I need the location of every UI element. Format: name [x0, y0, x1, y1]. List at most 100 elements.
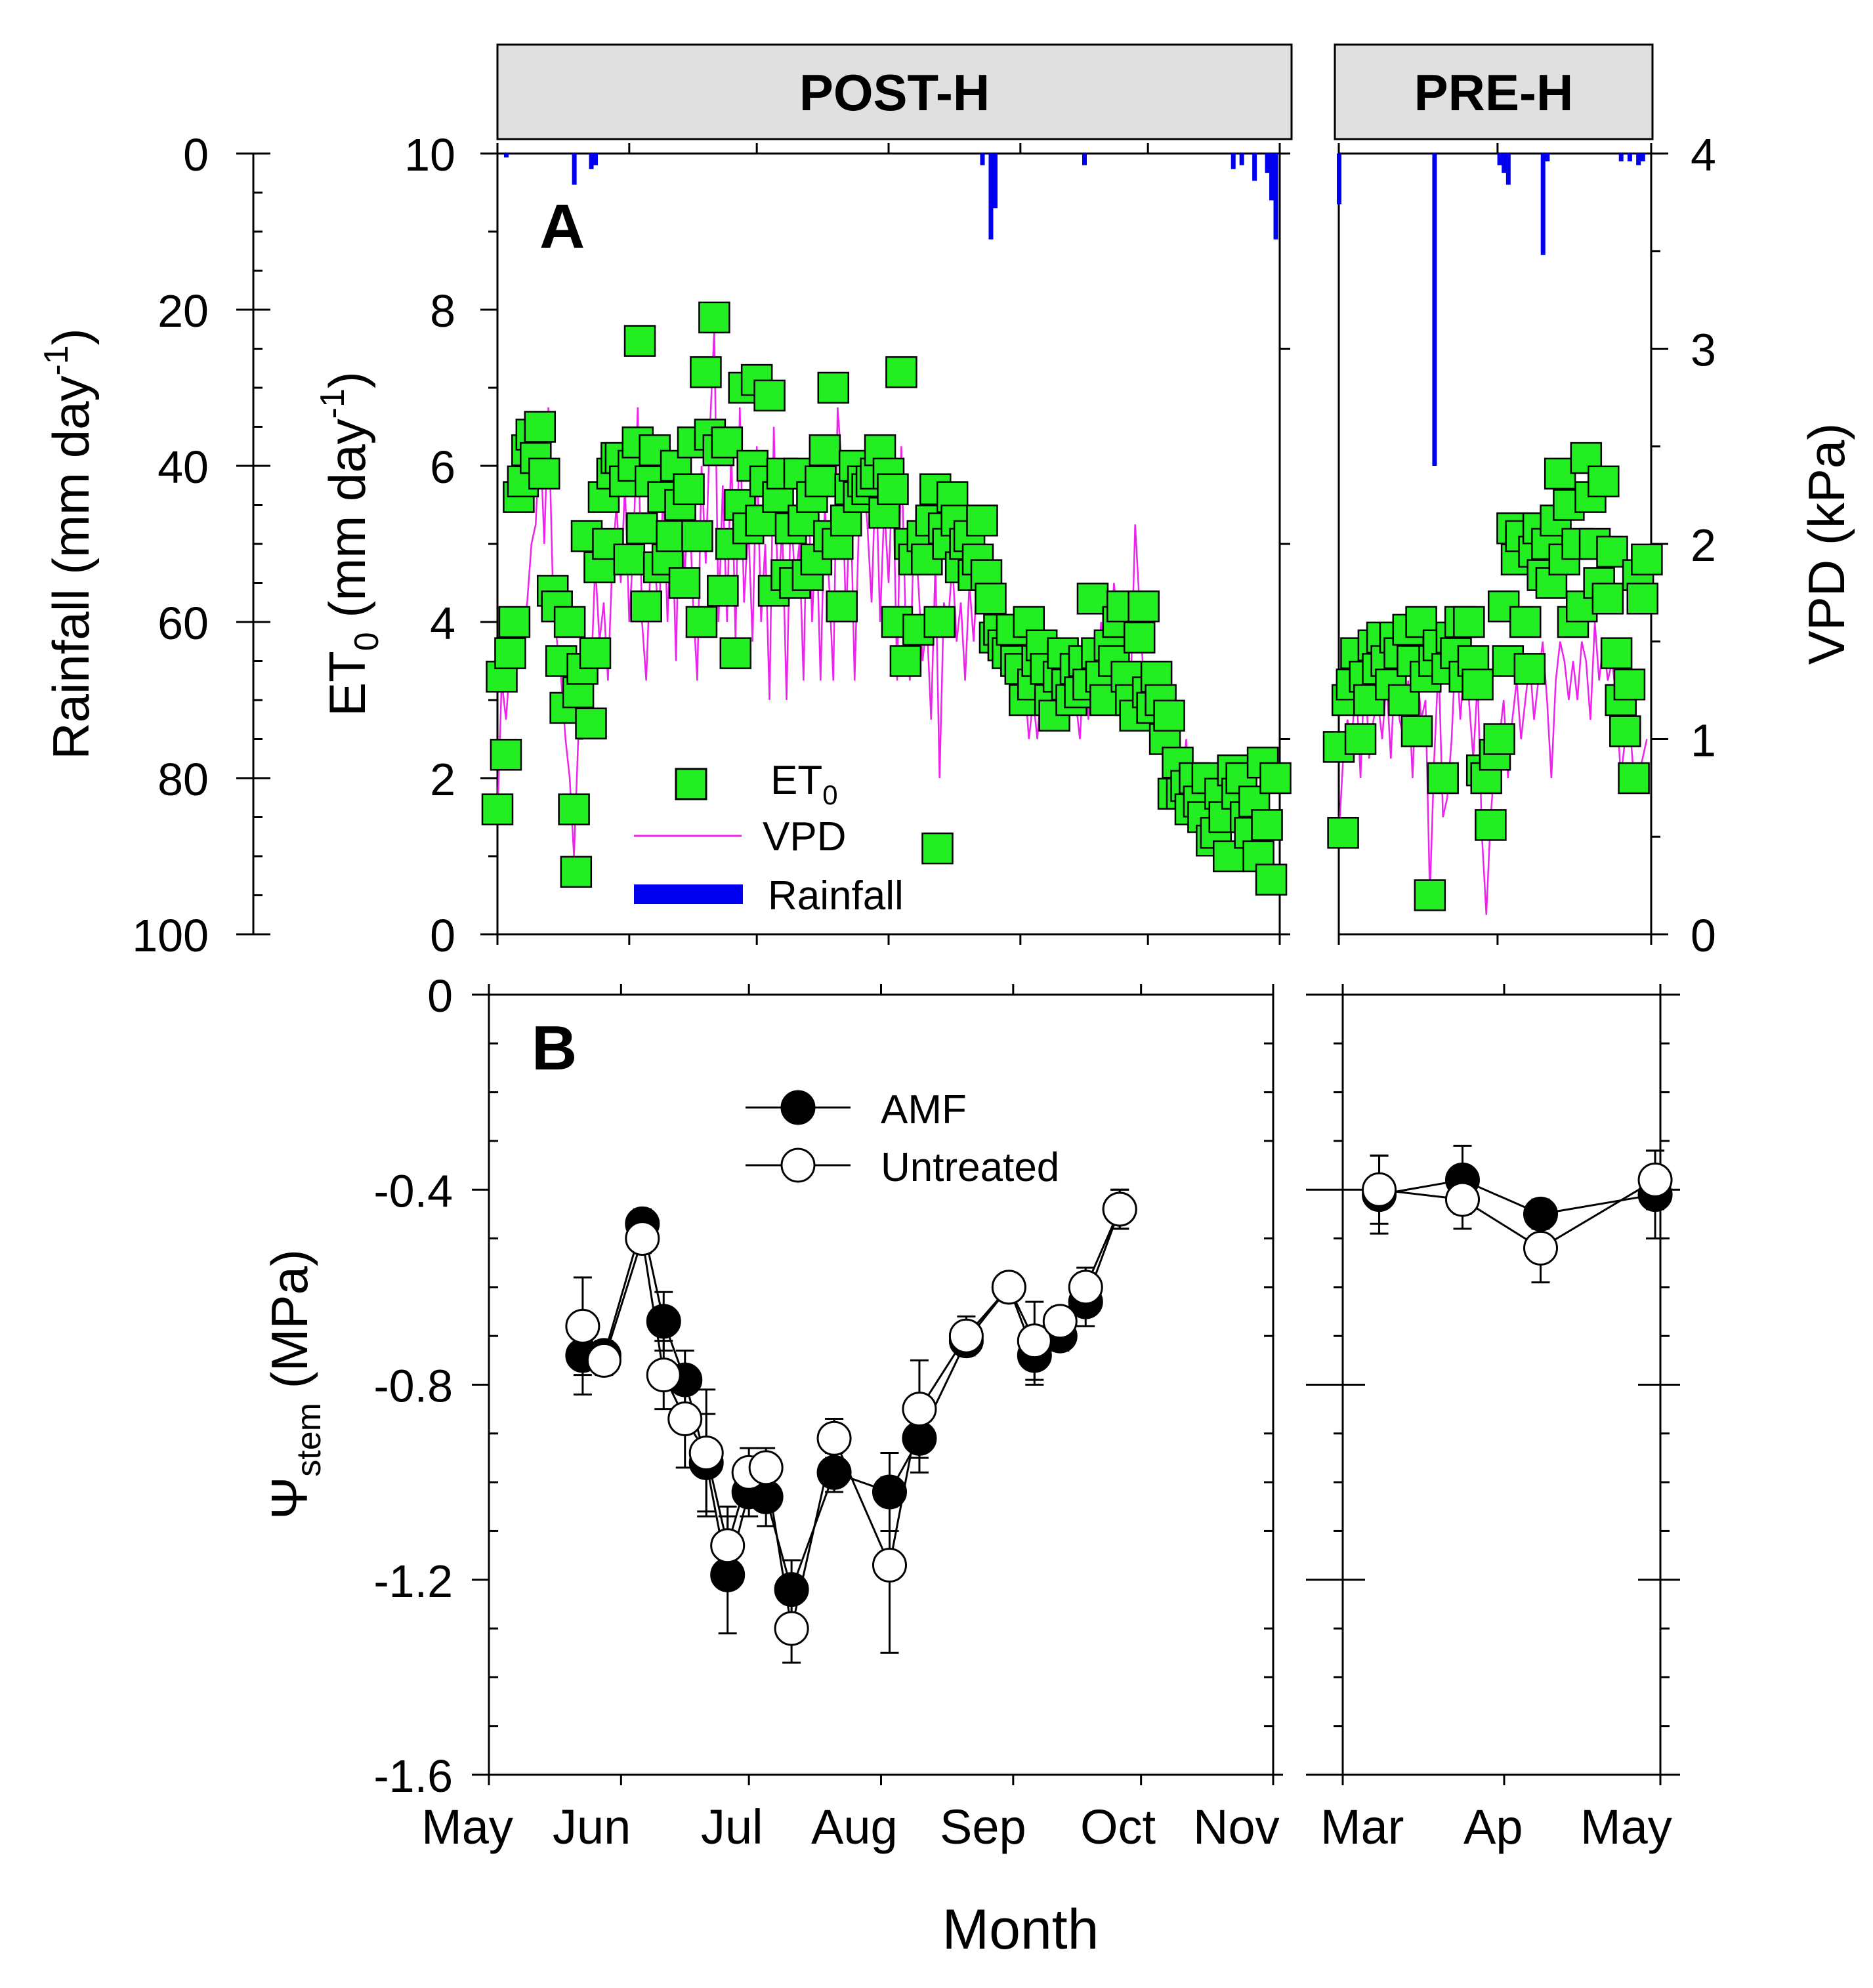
header-post-h: POST-H	[496, 43, 1293, 140]
et0-markers	[481, 301, 1663, 911]
rainfall-bar	[1082, 154, 1087, 165]
rainfall-bar	[1497, 154, 1502, 165]
x-axis-title: Month	[942, 1898, 1099, 1961]
et0-point	[626, 512, 658, 545]
et0-point	[966, 505, 998, 537]
et0-point	[1609, 715, 1641, 747]
et0-point	[1631, 543, 1663, 576]
untreated-line	[581, 1209, 1121, 1629]
rainfall-bar	[1540, 154, 1546, 255]
rainfall-bar	[1627, 154, 1632, 161]
et0-point	[668, 567, 701, 599]
et0-point	[1127, 590, 1160, 623]
et0-point	[481, 793, 514, 825]
et0-point	[1596, 535, 1628, 568]
et0-point	[1591, 583, 1624, 615]
panel-a-label: A	[539, 192, 585, 262]
rainfall-bar	[1337, 154, 1341, 205]
et0-point	[685, 606, 718, 638]
rainfall-bar	[992, 154, 998, 209]
amf-point	[774, 1572, 809, 1607]
et0-point	[1570, 442, 1603, 474]
untreated-point	[688, 1436, 724, 1471]
legend-amf-label: AMF	[881, 1087, 967, 1132]
et0-axis-title: ET0 (mm day-1)	[314, 371, 386, 716]
et0-point	[1509, 606, 1542, 638]
amf-line	[1379, 1178, 1656, 1215]
untreated-point	[948, 1318, 984, 1354]
untreated-point	[1362, 1172, 1397, 1207]
et0-point	[1255, 863, 1288, 896]
amf-point	[710, 1557, 746, 1592]
legend-et0-swatch	[675, 768, 707, 800]
et0-point	[528, 457, 560, 490]
et0-point	[1475, 809, 1507, 841]
et0-point	[826, 590, 858, 623]
et0-point	[1462, 668, 1494, 701]
vpd-tick-label: 0	[1691, 910, 1716, 961]
rainfall-bars	[503, 154, 1645, 466]
psi-stem-series	[565, 1144, 1673, 1664]
et0-point	[753, 379, 786, 412]
et0-point	[817, 371, 850, 404]
rainfall-bar	[503, 154, 509, 157]
rainfall-bar	[1505, 154, 1511, 185]
untreated-point	[1444, 1182, 1480, 1217]
amf-point	[902, 1420, 937, 1456]
untreated-point	[991, 1270, 1026, 1305]
et0-point	[1414, 879, 1446, 911]
et0-tick-label: 0	[430, 910, 455, 961]
pre-month-label-ap: Ap	[1463, 1800, 1523, 1854]
amf-point	[1523, 1196, 1559, 1232]
psi-tick-label: -0.4	[373, 1165, 453, 1216]
untreated-point	[1068, 1270, 1103, 1305]
untreated-point	[646, 1357, 681, 1393]
et0-point	[524, 411, 557, 443]
pre-month-label-may: May	[1580, 1800, 1672, 1854]
panel-b-legend: AMF Untreated	[746, 1087, 1059, 1190]
untreated-point	[625, 1221, 660, 1256]
untreated-point	[748, 1450, 784, 1485]
untreated-point	[1523, 1230, 1559, 1266]
legend-amf-marker	[780, 1090, 816, 1125]
et0-point	[877, 473, 909, 505]
rainfall-bar	[1265, 154, 1270, 173]
rainfall-bar	[1252, 154, 1257, 181]
psi-tick-label: -1.2	[373, 1556, 453, 1607]
vpd-tick-label: 1	[1691, 715, 1716, 766]
et0-tick-label: 2	[430, 754, 455, 805]
vpd-tick-label: 2	[1691, 520, 1716, 571]
et0-point	[575, 707, 607, 739]
et0-point	[1618, 762, 1650, 795]
untreated-line	[1379, 1179, 1656, 1250]
et0-point	[809, 434, 841, 466]
rain-tick-label: 40	[158, 442, 209, 493]
et0-tick-label: 4	[430, 598, 455, 649]
et0-point	[1513, 653, 1546, 685]
rainfall-bar	[988, 154, 994, 239]
rain-tick-label: 20	[158, 285, 209, 337]
untreated-point	[710, 1528, 746, 1563]
psi-tick-label: -1.6	[373, 1750, 453, 1802]
et0-point	[558, 793, 590, 825]
et0-point	[719, 637, 752, 669]
rainfall-bar	[1432, 154, 1437, 466]
et0-point	[1400, 715, 1433, 747]
et0-point	[1613, 668, 1646, 701]
untreated-point	[872, 1547, 907, 1583]
legend-et0-label: ET0	[770, 758, 838, 810]
et0-point	[623, 325, 656, 357]
header-pre-h-label: PRE-H	[1414, 64, 1574, 121]
month-label-aug: Aug	[811, 1800, 898, 1854]
et0-point	[1123, 621, 1156, 654]
rain-tick-label: 0	[183, 129, 209, 180]
month-label-oct: Oct	[1080, 1800, 1156, 1854]
et0-point	[1259, 762, 1292, 795]
et0-point	[707, 575, 739, 607]
rainfall-axis-title: Rainfall (mm day-1)	[37, 328, 100, 759]
rainfall-bar	[589, 154, 594, 169]
panel-a-legend: ET0 VPD Rainfall	[634, 758, 904, 919]
et0-point	[1427, 762, 1459, 795]
amf-point	[646, 1304, 681, 1339]
